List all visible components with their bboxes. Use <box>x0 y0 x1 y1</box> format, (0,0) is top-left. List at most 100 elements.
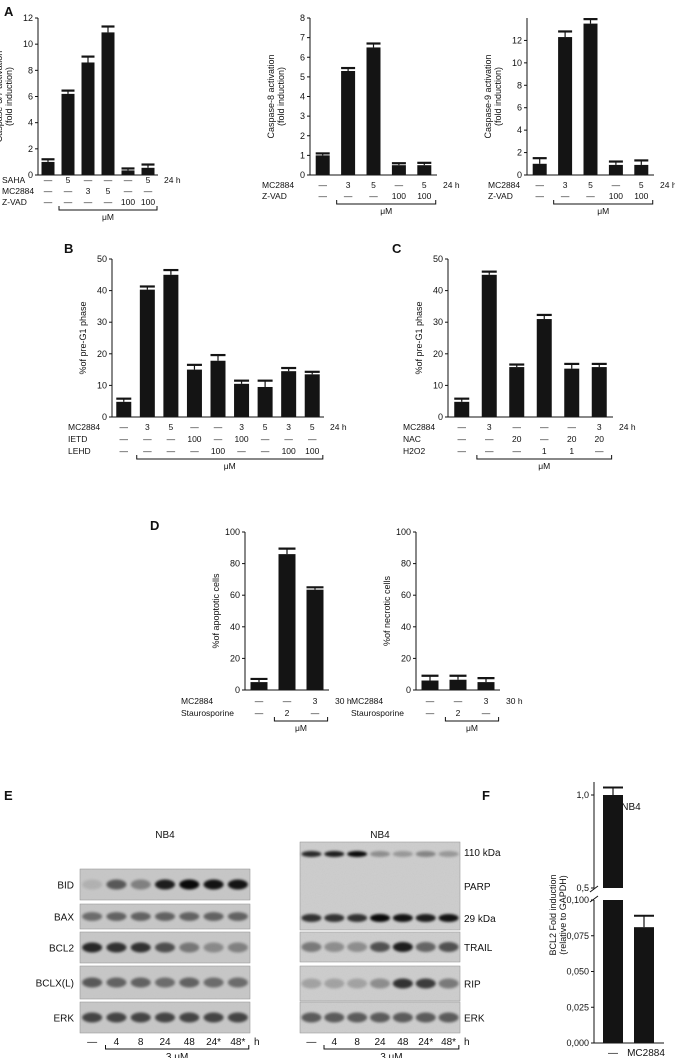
condition-value: — <box>255 708 264 718</box>
lane-bracket <box>105 1045 250 1050</box>
lane-label: 24* <box>418 1037 433 1048</box>
condition-value: — <box>237 446 246 456</box>
panel-label-f: F <box>482 788 490 803</box>
y-tick-label: 10 <box>23 39 33 49</box>
y-tick-label: 40 <box>433 286 443 296</box>
condition-value: 5 <box>106 186 111 196</box>
dose-bracket <box>58 206 158 211</box>
condition-value: — <box>167 446 176 456</box>
band <box>82 942 103 953</box>
band <box>347 978 368 989</box>
condition-label: LEHD <box>68 446 91 456</box>
condition-value: — <box>84 175 93 185</box>
y-tick-label: 0 <box>102 412 107 422</box>
bar <box>366 47 381 175</box>
condition-value: — <box>426 696 435 706</box>
condition-value: — <box>44 186 53 196</box>
chart-1: 0 2 4 6 8 10 12 Caspase-3/7 activation (fold ind… <box>0 13 181 222</box>
condition-value: — <box>318 191 327 201</box>
condition-value: 100 <box>609 191 623 201</box>
band <box>130 912 151 921</box>
panel-label-d: D <box>150 518 159 533</box>
band <box>347 851 368 857</box>
time-label: 24 h <box>660 180 675 190</box>
condition-value: — <box>44 175 53 185</box>
band <box>82 977 103 988</box>
band <box>179 942 200 953</box>
panel-label-a: A <box>4 4 14 19</box>
band <box>179 879 200 890</box>
y-tick-label: 40 <box>230 622 240 632</box>
condition-value: — <box>120 434 129 444</box>
band <box>370 1012 390 1023</box>
band <box>324 914 345 922</box>
condition-value: — <box>308 434 317 444</box>
condition-value: 1 <box>542 446 547 456</box>
bar <box>532 163 547 175</box>
dose-bracket <box>273 717 329 722</box>
condition-value: 3 <box>145 422 150 432</box>
band <box>415 851 436 857</box>
condition-value: 2 <box>456 708 461 718</box>
y-tick-label: 1 <box>300 150 305 160</box>
bar <box>61 93 75 175</box>
condition-value: 1 <box>569 446 574 456</box>
time-label: 30 h <box>506 696 523 706</box>
band <box>203 942 224 953</box>
condition-value: 5 <box>66 175 71 185</box>
unit-label: μM <box>102 212 114 222</box>
condition-value: — <box>482 708 491 718</box>
band <box>130 942 151 953</box>
dose-bracket <box>553 200 654 205</box>
y-tick-label: 0 <box>235 685 240 695</box>
y-tick-label: 12 <box>23 13 33 23</box>
lane-dose: 3 μM <box>166 1052 188 1058</box>
condition-label: Staurosporine <box>181 708 234 718</box>
bar <box>591 367 607 417</box>
lane-label: 24* <box>206 1037 221 1048</box>
x-tick-label: — <box>608 1048 618 1058</box>
condition-value: 5 <box>639 180 644 190</box>
y-axis-label: %of apoptotic cells <box>211 573 221 649</box>
band <box>301 851 322 857</box>
band <box>106 1012 127 1023</box>
blot-row-label: BID <box>57 881 74 892</box>
condition-label: Z-VAD <box>488 191 513 201</box>
band <box>227 879 248 890</box>
blot-row-label: BCL2 <box>49 944 74 955</box>
band <box>155 977 175 988</box>
condition-value: — <box>64 186 73 196</box>
y-tick-label: 0,5 <box>576 883 589 893</box>
condition-value: — <box>485 434 494 444</box>
bar <box>141 167 155 175</box>
condition-label: H2O2 <box>403 446 425 456</box>
y-axis-label: %of necrotic cells <box>382 575 392 646</box>
blot-row-label: PARP <box>464 882 491 893</box>
blot-row-label: BAX <box>54 913 74 924</box>
y-tick-label: 8 <box>300 13 305 23</box>
band <box>301 978 322 989</box>
band <box>438 978 459 989</box>
panel-label-c: C <box>392 241 402 256</box>
y-tick-label: 10 <box>97 380 107 390</box>
y-tick-label: 50 <box>433 254 443 264</box>
band <box>203 879 224 890</box>
band <box>324 1012 345 1023</box>
lane-label: — <box>87 1037 97 1048</box>
dose-bracket <box>444 717 500 722</box>
band <box>155 1012 175 1023</box>
y-tick-label: 40 <box>401 622 411 632</box>
bar <box>634 927 654 1043</box>
condition-value: 100 <box>634 191 648 201</box>
band <box>370 978 390 989</box>
y-axis-label-2: (fold induction) <box>276 67 286 126</box>
condition-value: 100 <box>305 446 319 456</box>
bar <box>341 70 356 175</box>
condition-value: 3 <box>597 422 602 432</box>
band <box>347 942 368 952</box>
band <box>82 1012 103 1023</box>
bar <box>603 795 623 888</box>
band <box>203 912 224 921</box>
condition-value: — <box>143 446 152 456</box>
